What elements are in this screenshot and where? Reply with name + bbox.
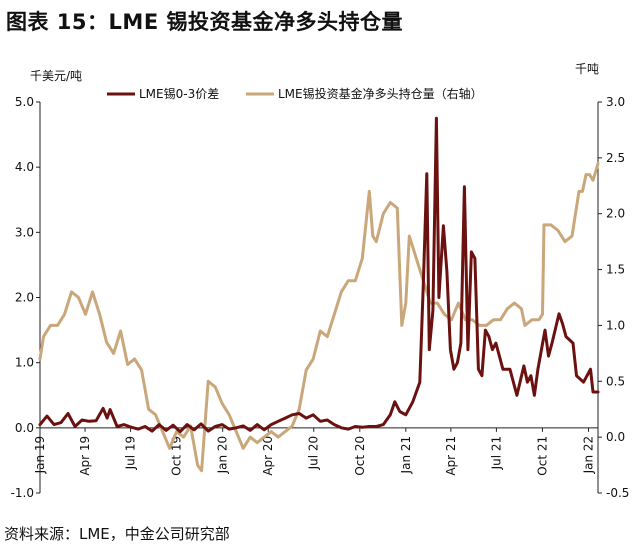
left-axis-tick-label: -1.0	[11, 486, 34, 500]
left-axis-tick-label: 3.0	[15, 225, 34, 239]
x-axis-tick-label: Jan 21	[399, 436, 413, 475]
right-axis-unit: 千吨	[575, 62, 599, 76]
x-axis-tick-label: Jul 21	[489, 436, 503, 471]
right-axis-tick-label: 1.0	[606, 318, 625, 332]
x-axis-tick-label: Apr 21	[444, 436, 458, 476]
left-axis-tick-label: 1.0	[15, 356, 34, 370]
left-axis-tick-label: 0.0	[15, 421, 34, 435]
x-axis-tick-label: Oct 21	[535, 436, 549, 476]
right-axis-tick-label: 1.5	[606, 263, 625, 277]
right-axis-tick-label: 0.5	[606, 374, 625, 388]
x-axis-tick-label: Apr 20	[261, 436, 275, 476]
x-axis-tick-label: Oct 20	[353, 436, 367, 476]
right-axis-tick-label: 2.0	[606, 207, 625, 221]
x-axis-tick-label: Jul 19	[124, 436, 138, 471]
legend-item-tin-spread-label: LME锡0-3价差	[139, 86, 219, 101]
x-axis-tick-label: Jan 19	[33, 436, 47, 475]
x-axis-tick-label: Apr 19	[78, 436, 92, 476]
left-axis-unit: 千美元/吨	[30, 69, 82, 83]
right-axis-tick-label: 0.0	[606, 430, 625, 444]
series-group	[38, 116, 600, 473]
legend-item-fund-net-long-label: LME锡投资基金净多头持仓量（右轴）	[278, 86, 483, 101]
left-axis-tick-label: 4.0	[15, 160, 34, 174]
figure-title: 图表 15：LME 锡投资基金净多头持仓量	[6, 10, 403, 34]
axes-group: -1.0 0.0 1.0 2.0 3.0 4.0 5.0 -0.5 0.0 0.5 1.0 1.5 2.…	[11, 95, 630, 500]
right-axis-tick-label: -0.5	[606, 486, 629, 500]
legend: LME锡0-3价差 LME锡投资基金净多头持仓量（右轴）	[107, 86, 483, 101]
series-line-tin-spread	[38, 116, 600, 434]
figure-source: 资料来源：LME，中金公司研究部	[4, 525, 230, 543]
right-axis-tick-label: 3.0	[606, 95, 625, 109]
x-axis-tick-label: Jul 20	[307, 436, 321, 471]
x-axis-tick-label: Oct 19	[170, 436, 184, 476]
left-axis-tick-label: 2.0	[15, 291, 34, 305]
series-line-fund-net-long	[38, 161, 600, 473]
x-axis-tick-label: Jan 22	[581, 436, 595, 475]
left-axis-tick-label: 5.0	[15, 95, 34, 109]
right-axis-tick-label: 2.5	[606, 151, 625, 165]
x-axis-tick-label: Jan 20	[216, 436, 230, 475]
